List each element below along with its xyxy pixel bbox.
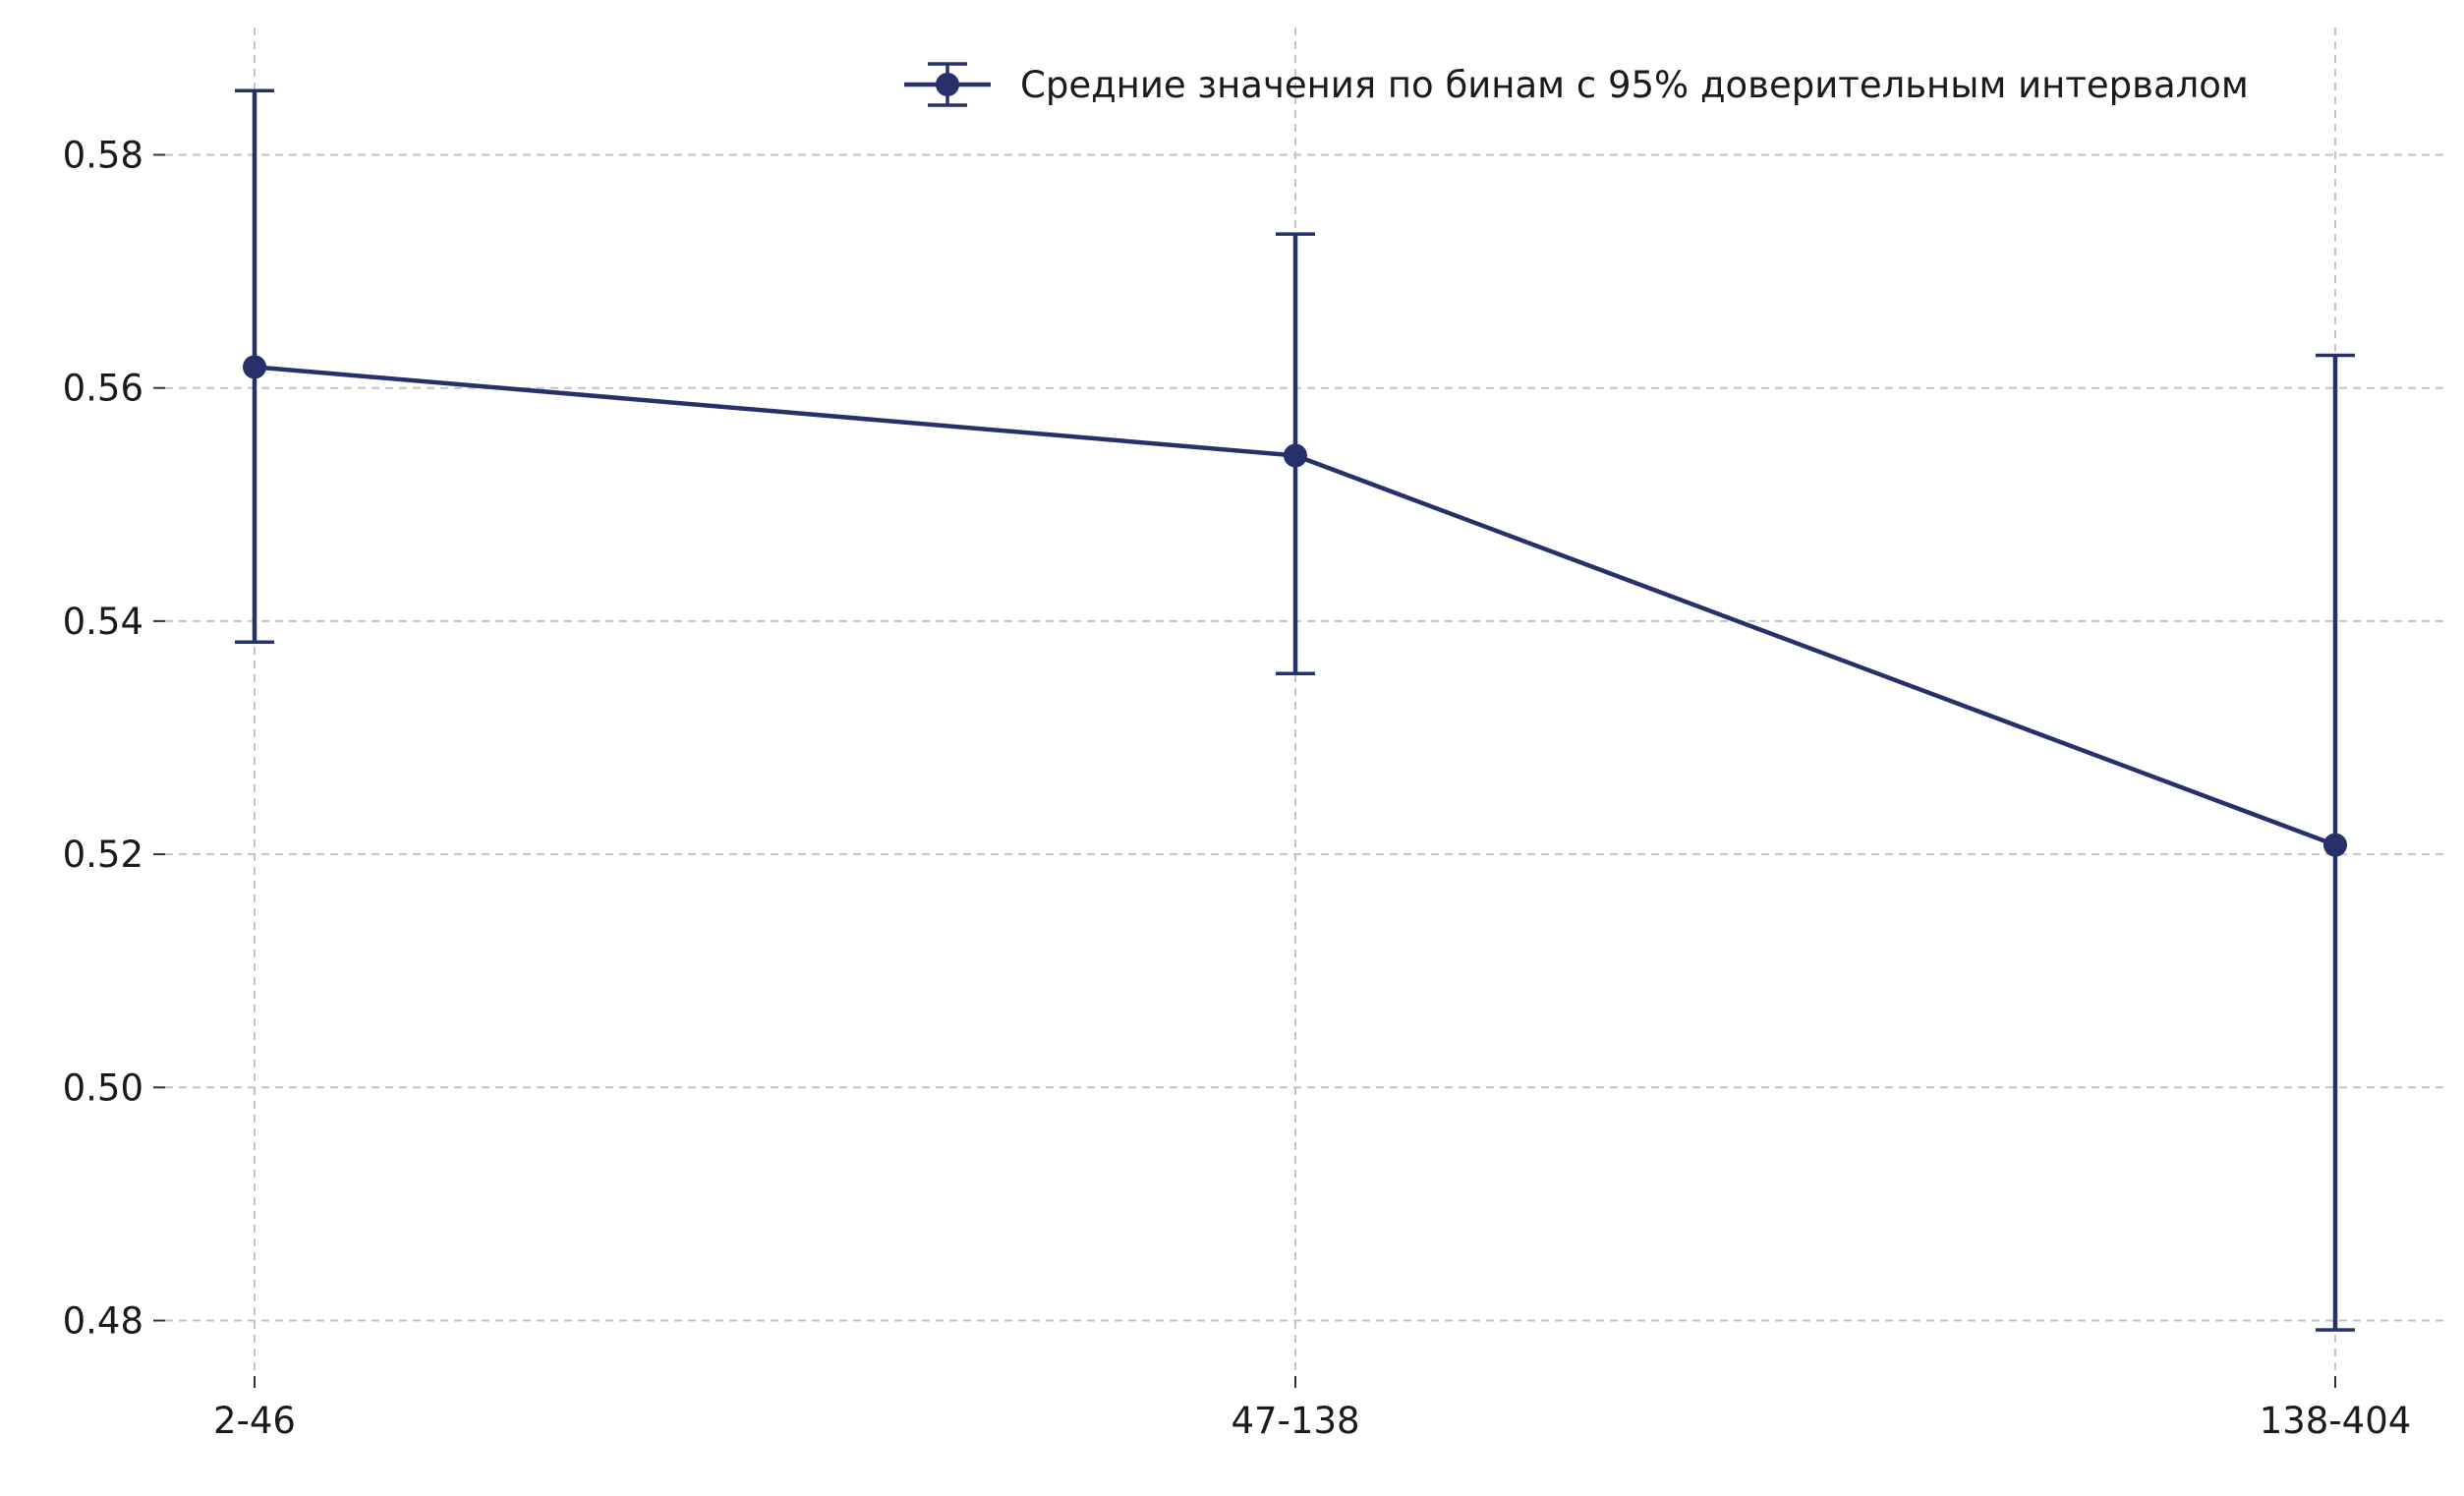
data-point [1284, 443, 1307, 468]
x-tick-label: 47-138 [1231, 1400, 1359, 1442]
data-point [243, 355, 266, 379]
x-tick-label: 138-404 [2260, 1400, 2412, 1442]
x-tick-label: 2-46 [213, 1400, 296, 1442]
y-tick-label: 0.52 [63, 834, 143, 876]
y-tick-label: 0.58 [63, 135, 143, 177]
axes: 0.48 0.50 0.52 0.54 0.56 0.58 2-46 47-138 138-40… [63, 135, 2412, 1443]
y-tick-label: 0.54 [63, 601, 143, 643]
data-point [2323, 833, 2347, 857]
legend-marker [936, 73, 959, 96]
y-tick-label: 0.48 [63, 1300, 143, 1343]
legend-label: Средние значения по бинам с 95% доверите… [1020, 64, 2249, 106]
grid [165, 28, 2447, 1376]
y-tick-label: 0.56 [63, 368, 143, 410]
legend: Средние значения по бинам с 95% доверите… [904, 62, 2249, 107]
series-layer [235, 88, 2355, 1332]
y-tick-label: 0.50 [63, 1066, 143, 1109]
